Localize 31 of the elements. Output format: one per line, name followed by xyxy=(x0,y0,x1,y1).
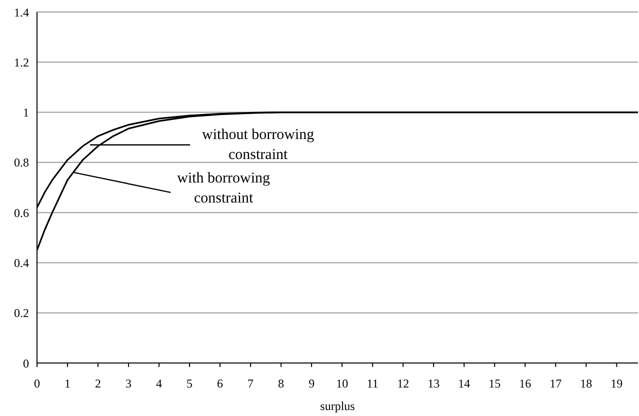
y-tick-label: 1.2 xyxy=(14,55,29,70)
x-tick-label: 4 xyxy=(156,376,162,391)
x-tick-label: 19 xyxy=(610,376,623,391)
y-tick-label: 0 xyxy=(23,356,29,370)
x-tick-label: 17 xyxy=(550,376,562,391)
x-tick-label: 3 xyxy=(126,376,132,391)
x-tick-label: 0 xyxy=(34,376,40,391)
x-tick-label: 15 xyxy=(488,376,501,391)
annotation: with borrowing constraint xyxy=(177,170,271,206)
x-tick-label: 18 xyxy=(580,376,592,391)
y-tick-label: 1 xyxy=(23,106,29,120)
annotation: without borrowing constraint xyxy=(202,126,315,163)
y-tick-label: 0.6 xyxy=(14,206,29,220)
x-tick-label: 6 xyxy=(217,376,224,391)
x-tick-label: 1 xyxy=(64,376,71,391)
x-tick-label: 8 xyxy=(278,376,284,391)
x-tick-label: 14 xyxy=(458,376,470,391)
x-axis-title: surplus xyxy=(320,399,356,413)
x-tick-label: 9 xyxy=(308,376,315,391)
x-tick-label: 11 xyxy=(366,376,378,391)
x-tick-label: 10 xyxy=(336,376,348,391)
y-tick-label: 0.8 xyxy=(14,156,29,170)
y-tick-label: 1.4 xyxy=(14,5,29,20)
x-tick-label: 5 xyxy=(186,376,193,391)
y-tick-label: 0.2 xyxy=(14,306,29,320)
y-tick-label: 0.4 xyxy=(14,256,29,270)
x-tick-label: 12 xyxy=(397,376,410,391)
x-tick-label: 7 xyxy=(248,376,254,391)
x-tick-label: 13 xyxy=(428,376,440,391)
x-tick-label: 16 xyxy=(519,376,532,391)
x-tick-label: 2 xyxy=(95,376,102,391)
